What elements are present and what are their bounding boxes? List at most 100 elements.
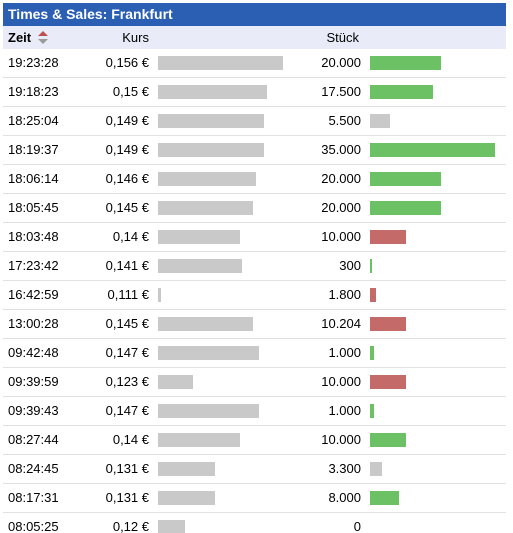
price-bar	[158, 375, 193, 389]
trade-quantity: 10.000	[321, 432, 361, 447]
price-bar	[158, 201, 253, 215]
quantity-bar	[370, 346, 374, 360]
price-bar	[158, 346, 259, 360]
trade-time: 19:18:23	[8, 84, 59, 99]
trade-time: 08:24:45	[8, 461, 59, 476]
price-bar	[158, 288, 161, 302]
quantity-bar	[370, 230, 406, 244]
quantity-bar	[370, 491, 399, 505]
quantity-bar	[370, 201, 441, 215]
trade-price: 0,15 €	[112, 84, 149, 99]
trade-quantity: 35.000	[321, 142, 361, 157]
trade-quantity: 5.500	[328, 113, 361, 128]
trade-price: 0,156 €	[105, 55, 149, 70]
trade-row: 13:00:28 0,145 € 10.204	[3, 310, 506, 339]
price-bar	[158, 56, 283, 70]
trade-time: 18:19:37	[8, 142, 59, 157]
trade-row: 08:27:44 0,14 € 10.000	[3, 426, 506, 455]
trade-time: 16:42:59	[8, 287, 59, 302]
sort-icon[interactable]	[38, 31, 48, 44]
column-header-row: Zeit Kurs Stück	[3, 26, 506, 49]
quantity-bar	[370, 56, 441, 70]
trade-time: 08:17:31	[8, 490, 59, 505]
trade-quantity: 1.800	[328, 287, 361, 302]
trade-row: 09:42:48 0,147 € 1.000	[3, 339, 506, 368]
trade-quantity: 1.000	[328, 345, 361, 360]
trade-quantity: 300	[339, 258, 361, 273]
time-column-header[interactable]: Zeit	[8, 30, 32, 45]
trade-price: 0,146 €	[105, 171, 149, 186]
quantity-column-header[interactable]: Stück	[326, 30, 359, 45]
trade-time: 09:39:43	[8, 403, 59, 418]
quantity-bar	[370, 259, 372, 273]
trade-time: 17:23:42	[8, 258, 59, 273]
trade-price: 0,145 €	[105, 316, 149, 331]
trade-time: 18:03:48	[8, 229, 59, 244]
trade-quantity: 20.000	[321, 200, 361, 215]
trade-row: 19:18:23 0,15 € 17.500	[3, 78, 506, 107]
trade-price: 0,149 €	[105, 113, 149, 128]
trade-time: 18:06:14	[8, 171, 59, 186]
trade-time: 18:05:45	[8, 200, 59, 215]
price-bar	[158, 230, 240, 244]
trade-time: 18:25:04	[8, 113, 59, 128]
trade-price: 0,131 €	[105, 490, 149, 505]
price-bar	[158, 114, 264, 128]
price-bar	[158, 143, 264, 157]
trade-price: 0,147 €	[105, 403, 149, 418]
trade-price: 0,141 €	[105, 258, 149, 273]
trade-row: 08:24:45 0,131 € 3.300	[3, 455, 506, 484]
trade-time: 08:27:44	[8, 432, 59, 447]
trade-price: 0,131 €	[105, 461, 149, 476]
trade-row: 16:42:59 0,111 € 1.800	[3, 281, 506, 310]
trades-list: 19:23:28 0,156 € 20.000 19:18:23 0,15 € 17.50…	[3, 49, 506, 533]
price-bar	[158, 317, 253, 331]
trade-row: 18:05:45 0,145 € 20.000	[3, 194, 506, 223]
quantity-bar	[370, 172, 441, 186]
price-bar	[158, 491, 215, 505]
trade-price: 0,149 €	[105, 142, 149, 157]
trade-time: 13:00:28	[8, 316, 59, 331]
trade-quantity: 3.300	[328, 461, 361, 476]
times-and-sales-widget: Times & Sales: Frankfurt Zeit Kurs Stück…	[3, 3, 506, 533]
trade-time: 19:23:28	[8, 55, 59, 70]
price-bar	[158, 520, 185, 533]
trade-quantity: 17.500	[321, 84, 361, 99]
trade-time: 08:05:25	[8, 519, 59, 533]
trade-price: 0,145 €	[105, 200, 149, 215]
trade-quantity: 10.000	[321, 229, 361, 244]
trade-quantity: 10.000	[321, 374, 361, 389]
trade-time: 09:39:59	[8, 374, 59, 389]
price-bar	[158, 172, 256, 186]
quantity-bar	[370, 317, 406, 331]
trade-time: 09:42:48	[8, 345, 59, 360]
trade-row: 09:39:43 0,147 € 1.000	[3, 397, 506, 426]
price-column-header[interactable]: Kurs	[122, 30, 149, 45]
trade-quantity: 10.204	[321, 316, 361, 331]
trade-row: 19:23:28 0,156 € 20.000	[3, 49, 506, 78]
trade-price: 0,12 €	[112, 519, 149, 533]
quantity-bar	[370, 433, 406, 447]
trade-price: 0,123 €	[105, 374, 149, 389]
trade-quantity: 1.000	[328, 403, 361, 418]
price-bar	[158, 462, 215, 476]
trade-row: 18:25:04 0,149 € 5.500	[3, 107, 506, 136]
quantity-bar	[370, 85, 433, 99]
price-bar	[158, 433, 240, 447]
quantity-bar	[370, 143, 495, 157]
trade-row: 08:05:25 0,12 € 0	[3, 513, 506, 533]
trade-price: 0,14 €	[112, 432, 149, 447]
trade-quantity: 8.000	[328, 490, 361, 505]
trade-row: 18:03:48 0,14 € 10.000	[3, 223, 506, 252]
price-bar	[158, 85, 267, 99]
trade-quantity: 20.000	[321, 171, 361, 186]
trade-row: 18:19:37 0,149 € 35.000	[3, 136, 506, 165]
widget-title: Times & Sales: Frankfurt	[3, 3, 506, 26]
trade-price: 0,14 €	[112, 229, 149, 244]
trade-price: 0,111 €	[107, 287, 149, 302]
trade-quantity: 20.000	[321, 55, 361, 70]
quantity-bar	[370, 375, 406, 389]
quantity-bar	[370, 114, 390, 128]
price-bar	[158, 404, 259, 418]
trade-quantity: 0	[353, 519, 361, 533]
